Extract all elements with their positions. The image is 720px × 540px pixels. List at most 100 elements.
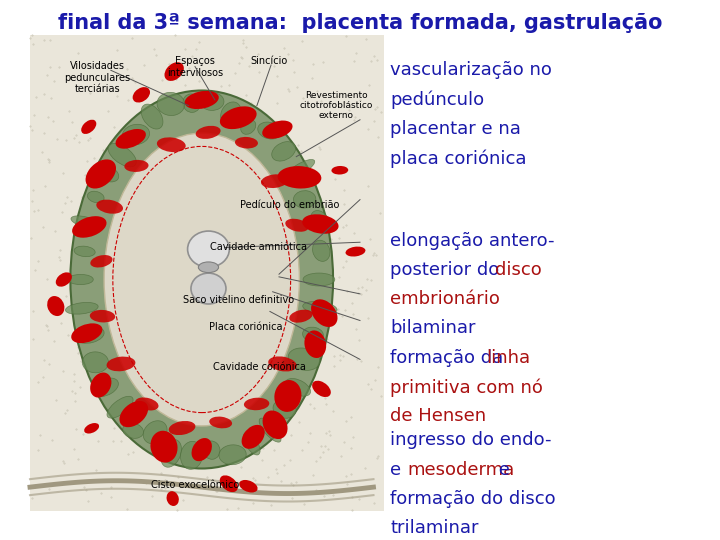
Text: formação da: formação da [390, 349, 509, 367]
Ellipse shape [242, 425, 265, 449]
Ellipse shape [93, 378, 118, 396]
Ellipse shape [191, 273, 226, 304]
Ellipse shape [183, 94, 200, 112]
Ellipse shape [258, 122, 281, 139]
Text: Cavidade coriónica: Cavidade coriónica [212, 362, 305, 372]
Text: placa coriónica: placa coriónica [390, 149, 527, 167]
Ellipse shape [95, 165, 119, 182]
Text: trilaminar: trilaminar [390, 519, 479, 537]
Ellipse shape [220, 106, 256, 129]
Text: final da 3ª semana:  placenta formada, gastrulação: final da 3ª semana: placenta formada, ga… [58, 14, 662, 33]
Ellipse shape [135, 397, 158, 410]
Text: elongação antero-: elongação antero- [390, 232, 555, 249]
Ellipse shape [66, 302, 98, 314]
Ellipse shape [271, 141, 296, 161]
Text: placentar e na: placentar e na [390, 120, 521, 138]
Ellipse shape [288, 348, 320, 370]
Text: primitiva com nó: primitiva com nó [390, 378, 543, 396]
Ellipse shape [244, 398, 269, 410]
Text: Vilosidades
pedunculares
terciárias: Vilosidades pedunculares terciárias [64, 61, 130, 94]
Ellipse shape [274, 380, 302, 412]
Text: Placa coriónica: Placa coriónica [209, 322, 282, 332]
Ellipse shape [108, 144, 136, 167]
Text: Sincício: Sincício [251, 56, 288, 66]
Ellipse shape [164, 62, 184, 81]
Ellipse shape [157, 137, 186, 152]
Ellipse shape [122, 423, 143, 438]
Ellipse shape [68, 274, 94, 285]
Ellipse shape [259, 418, 281, 442]
Ellipse shape [107, 396, 133, 418]
Ellipse shape [273, 400, 296, 419]
Ellipse shape [150, 431, 178, 463]
Ellipse shape [72, 216, 107, 238]
Ellipse shape [166, 491, 179, 506]
Text: pedúnculo: pedúnculo [390, 91, 485, 109]
FancyBboxPatch shape [30, 35, 384, 511]
Ellipse shape [71, 216, 99, 228]
Text: de Hensen: de Hensen [390, 407, 487, 426]
Ellipse shape [71, 323, 102, 343]
Ellipse shape [141, 104, 163, 129]
Ellipse shape [303, 273, 335, 286]
Ellipse shape [285, 379, 310, 396]
Ellipse shape [203, 441, 220, 460]
Ellipse shape [310, 211, 330, 232]
Ellipse shape [125, 160, 148, 172]
Ellipse shape [143, 421, 167, 444]
Ellipse shape [220, 102, 241, 125]
Ellipse shape [107, 356, 135, 372]
Ellipse shape [84, 423, 99, 434]
Ellipse shape [285, 219, 309, 232]
Ellipse shape [294, 191, 316, 208]
Ellipse shape [240, 119, 256, 134]
Ellipse shape [87, 191, 104, 202]
Text: Revestimento
citotrofoblástico
externo: Revestimento citotrofoblástico externo [300, 91, 373, 120]
Ellipse shape [90, 255, 112, 267]
Ellipse shape [210, 416, 232, 428]
Ellipse shape [157, 92, 184, 116]
Text: Pedículo do embrião: Pedículo do embrião [240, 200, 339, 210]
Ellipse shape [346, 247, 366, 256]
Ellipse shape [185, 91, 219, 109]
Text: posterior do: posterior do [390, 261, 505, 279]
Ellipse shape [115, 129, 146, 149]
Text: ingresso do endo-: ingresso do endo- [390, 431, 552, 449]
Ellipse shape [269, 356, 297, 372]
Text: mesoderma: mesoderma [407, 461, 514, 478]
Text: embrionário: embrionário [390, 290, 500, 308]
Ellipse shape [168, 421, 195, 435]
Ellipse shape [200, 92, 224, 110]
Ellipse shape [305, 330, 326, 358]
Ellipse shape [104, 133, 300, 426]
Text: disco: disco [495, 261, 541, 279]
Ellipse shape [96, 200, 123, 214]
Ellipse shape [312, 240, 330, 261]
Ellipse shape [311, 299, 338, 327]
Ellipse shape [302, 327, 323, 342]
Ellipse shape [132, 87, 150, 103]
Ellipse shape [239, 480, 258, 492]
Ellipse shape [243, 433, 260, 455]
Text: e: e [493, 461, 510, 478]
Text: bilaminar: bilaminar [390, 320, 476, 338]
Ellipse shape [55, 272, 72, 287]
Ellipse shape [302, 301, 337, 314]
Ellipse shape [81, 120, 96, 134]
Ellipse shape [181, 441, 203, 469]
Text: Cavidade amniótica: Cavidade amniótica [210, 242, 307, 252]
Ellipse shape [196, 126, 220, 139]
Ellipse shape [289, 309, 312, 323]
Text: vascularização no: vascularização no [390, 61, 552, 79]
Ellipse shape [192, 438, 212, 461]
Ellipse shape [188, 231, 230, 267]
Text: Saco vitelino definitivo: Saco vitelino definitivo [183, 295, 294, 306]
Ellipse shape [312, 381, 330, 397]
Ellipse shape [161, 440, 181, 467]
Ellipse shape [120, 401, 148, 427]
Ellipse shape [331, 166, 348, 174]
Ellipse shape [220, 475, 238, 492]
Ellipse shape [122, 124, 150, 145]
Ellipse shape [235, 137, 258, 148]
Ellipse shape [74, 246, 95, 256]
